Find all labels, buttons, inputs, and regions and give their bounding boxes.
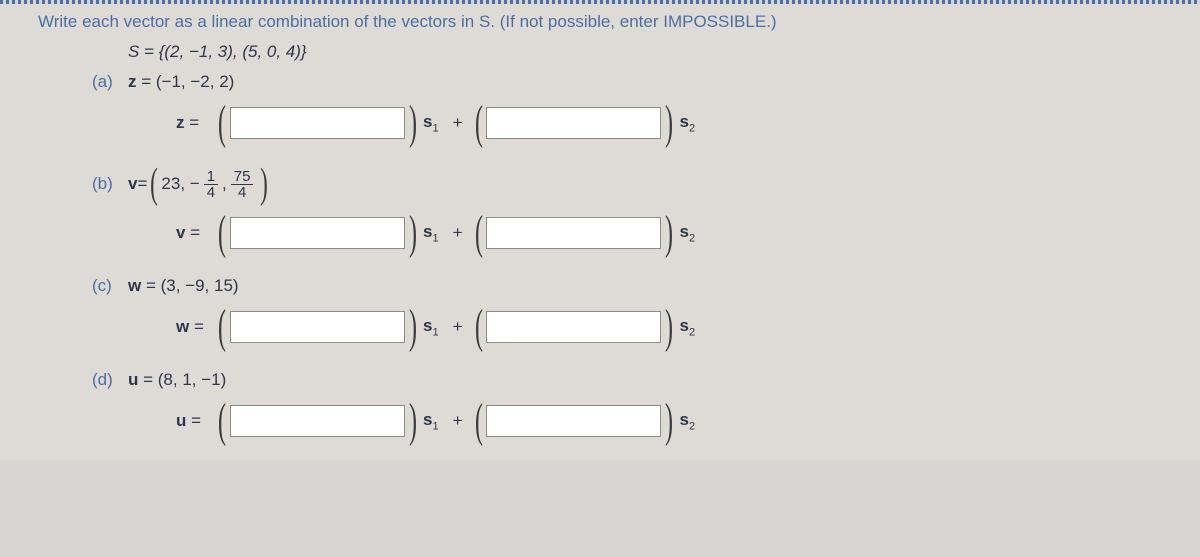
paren-right: )	[409, 103, 417, 143]
paren-left: (	[218, 103, 226, 143]
s1-label: s1	[423, 316, 439, 338]
part-a-row: (a) zz = (−1, −2, 2) = (−1, −2, 2)	[38, 72, 1180, 92]
part-d-def: u = (8, 1, −1)	[128, 370, 226, 390]
s2-label: s2	[679, 410, 695, 432]
input-a-s2[interactable]	[486, 107, 661, 139]
set-definition: S = {(2, −1, 3), (5, 0, 4)}	[128, 42, 1180, 62]
vec-v: v	[128, 174, 137, 194]
part-b-def: v = ( 23, − 14 , 754 )	[128, 166, 271, 202]
part-d-answer: u = ( ) s1 + ( ) s2	[176, 396, 1180, 446]
s1-label: s1	[423, 112, 439, 134]
part-a-def: zz = (−1, −2, 2) = (−1, −2, 2)	[128, 72, 234, 92]
part-a-label: (a)	[38, 72, 128, 92]
part-c-label: (c)	[38, 276, 128, 296]
part-b-label: (b)	[38, 174, 128, 194]
part-d-label: (d)	[38, 370, 128, 390]
part-b-answer: v = ( ) s1 + ( ) s2	[176, 208, 1180, 258]
lhs-v: v =	[176, 223, 214, 243]
input-d-s1[interactable]	[230, 405, 405, 437]
paren-right: )	[665, 401, 673, 441]
paren-right: )	[665, 103, 673, 143]
s1-label: s1	[423, 222, 439, 244]
paren-left: (	[474, 307, 482, 347]
s2-label: s2	[679, 316, 695, 338]
plus-sign: +	[453, 411, 463, 431]
paren-right: )	[665, 213, 673, 253]
paren-left: (	[218, 401, 226, 441]
frac-75-4: 754	[231, 169, 254, 200]
paren-right: )	[665, 307, 673, 347]
input-d-s2[interactable]	[486, 405, 661, 437]
s2-label: s2	[679, 112, 695, 134]
content-area: Write each vector as a linear combinatio…	[0, 4, 1200, 460]
part-d-row: (d) u = (8, 1, −1)	[38, 370, 1180, 390]
paren-right: )	[409, 307, 417, 347]
input-c-s1[interactable]	[230, 311, 405, 343]
paren-left: (	[151, 166, 159, 202]
paren-left: (	[474, 213, 482, 253]
part-c-row: (c) w = (3, −9, 15)	[38, 276, 1180, 296]
input-b-s2[interactable]	[486, 217, 661, 249]
plus-sign: +	[453, 317, 463, 337]
plus-sign: +	[453, 113, 463, 133]
part-a-answer: z = ( ) s1 + ( ) s2	[176, 98, 1180, 148]
paren-left: (	[474, 401, 482, 441]
paren-left: (	[218, 307, 226, 347]
input-c-s2[interactable]	[486, 311, 661, 343]
paren-right: )	[409, 401, 417, 441]
lhs-z: z =	[176, 113, 214, 133]
paren-right: )	[409, 213, 417, 253]
part-c-answer: w = ( ) s1 + ( ) s2	[176, 302, 1180, 352]
question-page: Write each vector as a linear combinatio…	[0, 0, 1200, 557]
s1-label: s1	[423, 410, 439, 432]
plus-sign: +	[453, 223, 463, 243]
b-lead: 23, −	[161, 174, 199, 194]
paren-right: )	[261, 166, 269, 202]
frac-1-4: 14	[204, 169, 218, 200]
paren-left: (	[218, 213, 226, 253]
instruction-text: Write each vector as a linear combinatio…	[38, 12, 1180, 32]
input-b-s1[interactable]	[230, 217, 405, 249]
part-b-row: (b) v = ( 23, − 14 , 754 )	[38, 166, 1180, 202]
s2-label: s2	[679, 222, 695, 244]
lhs-w: w =	[176, 317, 214, 337]
part-c-def: w = (3, −9, 15)	[128, 276, 239, 296]
lhs-u: u =	[176, 411, 214, 431]
paren-left: (	[474, 103, 482, 143]
input-a-s1[interactable]	[230, 107, 405, 139]
